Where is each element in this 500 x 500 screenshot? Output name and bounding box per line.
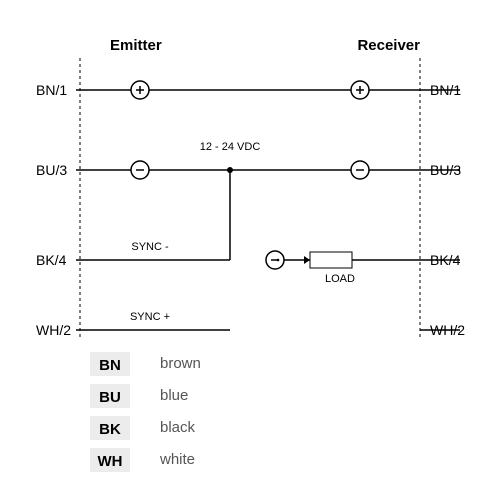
load-label: LOAD [325, 273, 355, 285]
legend-name-wh: white [159, 451, 195, 468]
sync-minus-label: SYNC - [131, 241, 169, 253]
legend-code-bk: BK [99, 421, 121, 438]
header-emitter: Emitter [110, 37, 162, 54]
legend-name-bu: blue [160, 387, 188, 404]
header-receiver: Receiver [357, 37, 420, 54]
voltage-label: 12 - 24 VDC [200, 141, 261, 153]
legend-code-bu: BU [99, 389, 121, 406]
wire-label-left-bk4: BK/4 [36, 252, 67, 268]
wire-label-left-bu3: BU/3 [36, 162, 67, 178]
legend-code-wh: WH [98, 453, 123, 470]
load-box [310, 252, 352, 268]
legend-name-bn: brown [160, 355, 201, 372]
wire-label-left-bn1: BN/1 [36, 82, 67, 98]
junction-dot [227, 167, 233, 173]
legend-name-bk: black [160, 419, 196, 436]
legend-code-bn: BN [99, 357, 121, 374]
arrow-head-icon [304, 256, 310, 264]
wire-label-left-wh2: WH/2 [36, 322, 71, 338]
sync-plus-label: SYNC + [130, 311, 170, 323]
